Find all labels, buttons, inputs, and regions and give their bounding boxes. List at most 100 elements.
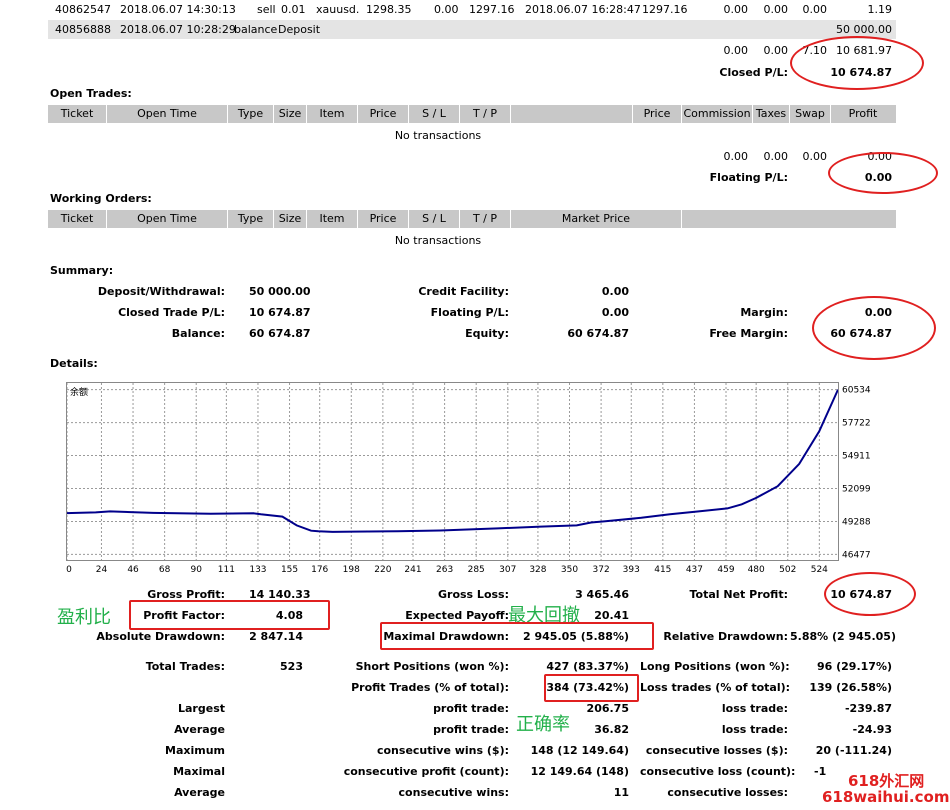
closed-pl-label: Closed P/L: bbox=[719, 66, 788, 79]
col-close-price[interactable]: Price bbox=[633, 105, 682, 123]
open-swap-total: 0.00 bbox=[802, 150, 828, 163]
watermark-line2: 618waihui.com bbox=[822, 788, 950, 806]
description: Deposit bbox=[278, 23, 321, 36]
cons-profit-label: consecutive profit (count): bbox=[343, 765, 509, 778]
watermark-line1: 618外汇网 bbox=[848, 772, 925, 790]
col-commission[interactable]: Commission bbox=[682, 105, 753, 123]
x-tick-label: 133 bbox=[249, 565, 266, 575]
balance-chart-svg bbox=[66, 383, 839, 560]
total-net-label: Total Net Profit: bbox=[689, 588, 789, 601]
profit-factor-annotation: 盈利比 bbox=[57, 607, 111, 628]
col-taxes[interactable]: Taxes bbox=[753, 105, 790, 123]
avg-cons-wins-label: consecutive wins: bbox=[398, 786, 509, 799]
ticket: 40856888 bbox=[55, 23, 111, 36]
x-tick-label: 328 bbox=[529, 565, 546, 575]
x-tick-label: 241 bbox=[404, 565, 421, 575]
x-tick-label: 111 bbox=[218, 565, 235, 575]
x-tick-label: 24 bbox=[96, 565, 108, 575]
floating-pl-highlight bbox=[828, 152, 938, 194]
total-trades-label: Total Trades: bbox=[145, 660, 225, 673]
x-tick-label: 459 bbox=[717, 565, 734, 575]
col-type[interactable]: Type bbox=[228, 105, 274, 123]
y-tick-label: 49288 bbox=[842, 517, 871, 527]
y-tick-label: 52099 bbox=[842, 485, 871, 495]
expected-payoff-label: Expected Payoff: bbox=[405, 609, 509, 622]
col-price[interactable]: Price bbox=[358, 210, 409, 228]
col-profit[interactable]: Profit bbox=[848, 107, 878, 120]
type: sell bbox=[257, 3, 276, 16]
details-title: Details: bbox=[50, 357, 98, 370]
cons-loss-value: -1 bbox=[814, 765, 827, 778]
loss-trades-label: Loss trades (% of total): bbox=[640, 681, 791, 694]
close-price: 1297.16 bbox=[642, 3, 688, 16]
x-tick-label: 0 bbox=[66, 565, 72, 575]
col-type[interactable]: Type bbox=[228, 210, 274, 228]
gross-profit-label: Gross Profit: bbox=[147, 588, 225, 601]
average-profit-value: 36.82 bbox=[594, 723, 629, 736]
open-trades-title: Open Trades: bbox=[50, 87, 132, 100]
col-ticket[interactable]: Ticket bbox=[48, 210, 107, 228]
col-open-time[interactable]: Open Time bbox=[107, 105, 228, 123]
long-positions-value: 96 (29.17%) bbox=[816, 660, 892, 673]
x-tick-label: 46 bbox=[127, 565, 139, 575]
col-tp[interactable]: T / P bbox=[460, 105, 511, 123]
col-size[interactable]: Size bbox=[274, 105, 307, 123]
size: 0.01 bbox=[281, 3, 306, 16]
long-positions-label: Long Positions (won %): bbox=[640, 660, 790, 673]
max-drawdown-value: 2 945.05 (5.88%) bbox=[523, 630, 629, 643]
average-profit-label: profit trade: bbox=[433, 723, 509, 736]
col-swap[interactable]: Swap bbox=[790, 105, 831, 123]
deposit-label: Deposit/Withdrawal: bbox=[97, 285, 225, 298]
x-tick-label: 90 bbox=[190, 565, 202, 575]
summary-title: Summary: bbox=[50, 264, 114, 277]
credit-label: Credit Facility: bbox=[418, 285, 509, 298]
gross-profit-value: 14 140.33 bbox=[249, 588, 311, 601]
type: balance bbox=[234, 23, 278, 36]
open-taxes-total: 0.00 bbox=[763, 150, 789, 163]
cons-loss-label: consecutive loss (count): bbox=[640, 765, 796, 778]
closed-trade-pl-label: Closed Trade P/L: bbox=[118, 306, 225, 319]
x-tick-label: 220 bbox=[374, 565, 391, 575]
col-ticket[interactable]: Ticket bbox=[48, 105, 107, 123]
rel-drawdown-label: Relative Drawdown: bbox=[663, 630, 788, 643]
floating-pl-label: Floating P/L: bbox=[709, 171, 788, 184]
x-tick-label: 155 bbox=[281, 565, 298, 575]
gross-loss-label: Gross Loss: bbox=[438, 588, 509, 601]
x-tick-label: 307 bbox=[499, 565, 516, 575]
maximal-label: Maximal bbox=[173, 765, 225, 778]
profit: 50 000.00 bbox=[836, 23, 892, 36]
col-item[interactable]: Item bbox=[307, 210, 358, 228]
col-item[interactable]: Item bbox=[307, 105, 358, 123]
working-orders-title: Working Orders: bbox=[50, 192, 152, 205]
col-tp[interactable]: T / P bbox=[460, 210, 511, 228]
open-commission-total: 0.00 bbox=[723, 150, 749, 163]
x-tick-label: 393 bbox=[623, 565, 640, 575]
balance-value: 60 674.87 bbox=[249, 327, 311, 340]
col-size[interactable]: Size bbox=[274, 210, 307, 228]
cons-wins-money-label: consecutive wins ($): bbox=[376, 744, 509, 757]
largest-profit-label: profit trade: bbox=[433, 702, 509, 715]
average-loss-value: -24.93 bbox=[852, 723, 892, 736]
x-tick-label: 68 bbox=[159, 565, 171, 575]
equity-label: Equity: bbox=[465, 327, 509, 340]
largest-profit-value: 206.75 bbox=[586, 702, 629, 715]
y-tick-label: 60534 bbox=[842, 386, 871, 396]
y-tick-label: 54911 bbox=[842, 452, 871, 462]
col-sl[interactable]: S / L bbox=[409, 105, 460, 123]
col-open-time[interactable]: Open Time bbox=[107, 210, 228, 228]
profit-factor-value: 4.08 bbox=[275, 609, 303, 622]
loss-trades-value: 139 (26.58%) bbox=[809, 681, 892, 694]
max-drawdown-highlight bbox=[380, 622, 654, 650]
col-blank[interactable] bbox=[511, 105, 633, 123]
avg-cons-wins-value: 11 bbox=[613, 786, 629, 799]
profit-trades-value: 384 (73.42%) bbox=[546, 681, 629, 694]
working-orders-header: Ticket Open Time Type Size Item Price S … bbox=[48, 210, 896, 228]
x-tick-label: 502 bbox=[779, 565, 796, 575]
col-price[interactable]: Price bbox=[358, 105, 409, 123]
commission: 0.00 bbox=[723, 3, 749, 16]
x-tick-label: 198 bbox=[343, 565, 360, 575]
col-sl[interactable]: S / L bbox=[409, 210, 460, 228]
x-tick-label: 415 bbox=[654, 565, 671, 575]
col-market-price[interactable]: Market Price bbox=[511, 210, 682, 228]
largest-label: Largest bbox=[178, 702, 225, 715]
